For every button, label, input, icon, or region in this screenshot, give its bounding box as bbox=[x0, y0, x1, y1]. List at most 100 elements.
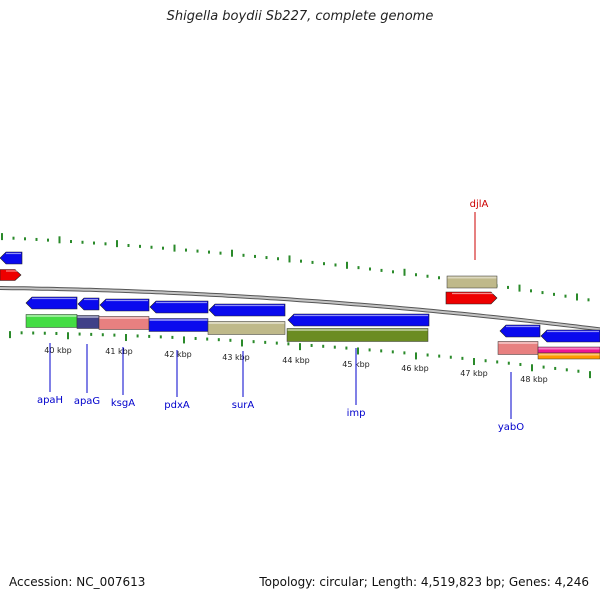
inner-ruler-tick bbox=[461, 356, 464, 360]
right-cds-arrow-1-body bbox=[499, 324, 541, 338]
left-edge-blue-arrow bbox=[0, 251, 23, 265]
cds-arrow-3 bbox=[149, 300, 209, 314]
yabO-salmon-bar bbox=[497, 341, 539, 355]
inner-ruler-tick bbox=[565, 368, 568, 372]
genome-backbone bbox=[0, 286, 600, 332]
outer-ruler-tick bbox=[93, 241, 95, 245]
djlA-khaki-bar-highlight bbox=[447, 276, 497, 279]
inner-ruler-tick bbox=[357, 347, 359, 355]
outer-ruler-tick bbox=[576, 293, 578, 301]
inner-ruler-tick bbox=[287, 342, 290, 346]
cds-arrow-0 bbox=[25, 296, 78, 310]
right-magenta-bar-highlight bbox=[538, 347, 600, 350]
outer-ruler-tick bbox=[254, 254, 256, 258]
outer-ruler-tick bbox=[311, 260, 314, 264]
inner-ruler-tick bbox=[473, 358, 475, 366]
gene-bar-khaki bbox=[207, 321, 286, 335]
gene-label-surA: surA bbox=[232, 400, 255, 411]
inner-ruler-tick bbox=[507, 361, 510, 365]
gene-bar-navy-highlight bbox=[77, 316, 99, 318]
inner-ruler-tick bbox=[484, 359, 487, 363]
genome-summary-text: Topology: circular; Length: 4,519,823 bp… bbox=[259, 575, 589, 589]
cds-arrow-2 bbox=[99, 298, 150, 312]
outer-ruler-tick bbox=[70, 240, 72, 244]
outer-ruler-tick bbox=[300, 259, 302, 263]
djlA-khaki-bar bbox=[446, 275, 498, 289]
feature-tracks bbox=[0, 251, 600, 360]
outer-ruler-tick bbox=[104, 242, 107, 246]
outer-ruler-tick bbox=[127, 243, 130, 247]
inner-ruler-tick bbox=[78, 332, 81, 336]
gene-bar-salmon bbox=[98, 316, 150, 330]
gene-bar-khaki-highlight bbox=[208, 322, 285, 324]
gene-bar-olive bbox=[286, 328, 429, 342]
cds-arrow-5 bbox=[287, 313, 430, 327]
gene-label-imp: imp bbox=[347, 408, 366, 419]
inner-ruler-tick bbox=[519, 362, 522, 366]
outer-ruler-tick bbox=[357, 266, 360, 270]
inner-ruler-tick bbox=[159, 335, 162, 339]
inner-ruler-tick bbox=[55, 331, 58, 335]
inner-ruler-tick bbox=[380, 349, 383, 353]
inner-ruler-tick bbox=[496, 360, 499, 364]
right-cds-arrow-2-body bbox=[540, 329, 600, 343]
inner-ruler-tick bbox=[542, 365, 545, 369]
inner-ruler-tick bbox=[194, 336, 197, 340]
outer-ruler-tick bbox=[392, 270, 394, 274]
yabO-salmon-bar-highlight bbox=[498, 342, 538, 344]
djlA-khaki-bar-body bbox=[446, 275, 498, 289]
kbp-tick-label: 48 kbp bbox=[520, 375, 548, 384]
inner-ruler-tick bbox=[589, 371, 591, 379]
cds-arrow-4 bbox=[208, 303, 286, 317]
right-magenta-bar bbox=[537, 346, 600, 354]
outer-ruler-tick bbox=[288, 255, 291, 263]
cds-arrow-5-body bbox=[287, 313, 430, 327]
inner-ruler-tick bbox=[449, 355, 452, 359]
inner-ruler-tick bbox=[241, 339, 243, 347]
inner-ruler-tick bbox=[67, 332, 69, 340]
inner-ruler-tick bbox=[148, 334, 151, 338]
gene-bar-blue bbox=[148, 318, 209, 332]
inner-ruler-tick bbox=[310, 343, 313, 347]
outer-ruler-tick bbox=[173, 244, 176, 252]
inner-ruler-tick bbox=[206, 337, 209, 341]
outer-ruler-tick bbox=[24, 237, 26, 241]
outer-ruler-tick bbox=[162, 246, 164, 250]
outer-ruler-tick bbox=[369, 267, 371, 271]
gene-bar-navy bbox=[76, 315, 100, 329]
kbp-tick-label: 43 kbp bbox=[222, 353, 250, 362]
left-edge-red-arrow bbox=[0, 269, 22, 281]
outer-ruler-tick bbox=[564, 294, 567, 298]
outer-ruler-tick bbox=[47, 238, 49, 242]
right-cds-arrow-2 bbox=[540, 329, 600, 343]
inner-ruler-tick bbox=[368, 348, 371, 352]
outer-ruler-tick bbox=[507, 285, 509, 289]
outer-ruler-tick bbox=[150, 245, 153, 249]
gene-bar-green bbox=[25, 314, 78, 328]
kbp-tick-label: 40 kbp bbox=[44, 346, 72, 355]
inner-ruler-tick bbox=[9, 331, 11, 339]
outer-ruler-tick bbox=[242, 253, 245, 257]
outer-ruler-tick bbox=[139, 244, 141, 248]
gene-bar-salmon-highlight bbox=[99, 317, 149, 319]
inner-ruler-tick bbox=[333, 345, 336, 349]
outer-ruler-tick bbox=[530, 289, 532, 293]
cds-arrow-4-body bbox=[208, 303, 286, 317]
right-orange-bar-body bbox=[537, 352, 600, 360]
outer-ruler-tick bbox=[553, 292, 555, 296]
gene-label-apaH: apaH bbox=[37, 395, 63, 406]
inner-ruler-tick bbox=[531, 364, 533, 372]
cds-arrow-2-body bbox=[99, 298, 150, 312]
cds-arrow-1-body bbox=[77, 297, 100, 311]
right-orange-bar bbox=[537, 352, 600, 360]
gene-bar-blue-highlight bbox=[149, 319, 208, 321]
outer-ruler-tick bbox=[380, 268, 383, 272]
outer-ruler-tick bbox=[438, 276, 440, 280]
outer-ruler-tick bbox=[541, 291, 544, 295]
right-cds-arrow-1 bbox=[499, 324, 541, 338]
outer-ruler-tick bbox=[231, 249, 233, 257]
outer-ruler-tick bbox=[1, 233, 3, 241]
gene-bar-khaki-body bbox=[207, 321, 286, 335]
inner-ruler-tick bbox=[299, 343, 301, 351]
